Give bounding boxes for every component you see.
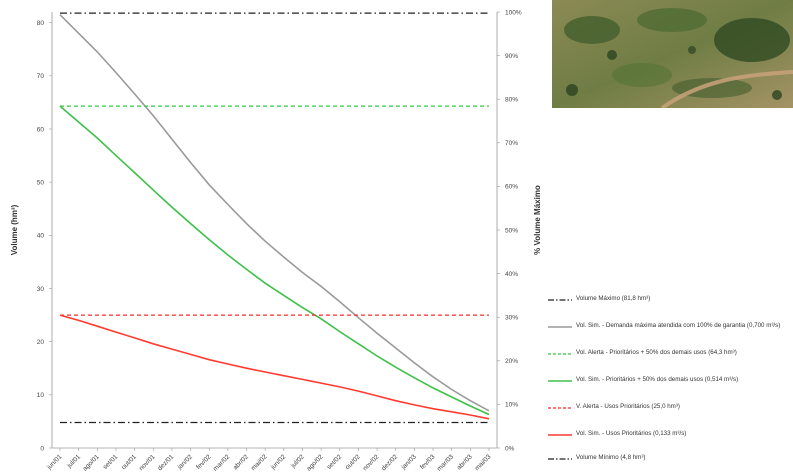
legend-item-v-alerta-usos-prioritarios: V. Alerta - Usos Prioritários (25,0 hm³) — [546, 403, 793, 412]
legend-label: Vol. Sim. - Prioritários + 50% dos demai… — [576, 376, 739, 383]
x-tick-label: nov/02 — [362, 453, 381, 472]
legend-item-vol-sim-demanda-maxima: Vol. Sim. - Demanda máxima atendida com … — [546, 322, 793, 331]
aerial-photo-image — [552, 0, 793, 108]
legend-swatch-dashed-red — [548, 407, 572, 409]
x-tick-label: out/01 — [120, 453, 138, 471]
y2-tick-label: 40% — [505, 271, 518, 278]
y-tick-label: 0 — [40, 445, 44, 452]
x-tick-label: abr/02 — [232, 453, 250, 471]
x-tick-label: jan/03 — [400, 453, 418, 471]
legend-label: Vol. Alerta - Prioritários + 50% dos dem… — [576, 349, 737, 356]
x-tick-label: mar/02 — [212, 453, 232, 473]
legend-item-volume-minimo: Volume Mínimo (4,8 hm³) — [546, 454, 793, 463]
y2-tick-label: 100% — [505, 9, 522, 16]
y2-tick-label: 0% — [505, 445, 515, 452]
x-axis-ticks: jun/01 jul/01 ago/01 set/01 out/01 nov/01 dez/… — [45, 448, 493, 473]
x-tick-label: fev/02 — [195, 453, 213, 471]
legend-item-vol-sim-prioritarios-50: Vol. Sim. - Prioritários + 50% dos demai… — [546, 376, 793, 385]
x-tick-label: jul/02 — [289, 453, 306, 470]
legend-label: Volume Máximo (81,8 hm³) — [576, 295, 651, 302]
right-axis-ticks: 0% 10% 20% 30% 40% 50% 60% 70% 80% 90% 100% — [497, 9, 522, 452]
series-line-6 — [59, 314, 490, 420]
series-line-4 — [59, 105, 490, 416]
legend-label: Vol. Sim. - Usos Prioritários (0,133 m³/… — [576, 430, 687, 437]
x-tick-label: out/02 — [344, 453, 362, 471]
x-tick-label: ago/02 — [306, 453, 325, 472]
x-tick-label: jan/02 — [176, 453, 194, 471]
x-tick-label: mai/02 — [250, 453, 269, 472]
y2-tick-label: 70% — [505, 140, 518, 147]
x-tick-label: mai/03 — [474, 453, 493, 472]
y-tick-label: 80 — [37, 20, 45, 27]
y-tick-label: 60 — [37, 126, 45, 133]
legend-item-vol-sim-usos-prioritarios: Vol. Sim. - Usos Prioritários (0,133 m³/… — [546, 430, 793, 439]
aerial-photo — [552, 0, 793, 108]
left-axis-ticks: 0 10 20 30 40 50 60 70 80 — [37, 20, 52, 452]
series-line-2 — [59, 14, 490, 412]
legend-label: Vol. Sim. - Demanda máxima atendida com … — [576, 322, 781, 329]
x-tick-label: set/01 — [102, 453, 120, 471]
x-tick-label: jun/01 — [45, 453, 63, 471]
legend-swatch-solid-gray — [548, 326, 572, 328]
x-tick-label: jun/02 — [269, 453, 287, 471]
x-tick-label: jul/01 — [65, 453, 82, 470]
x-tick-label: ago/01 — [82, 453, 101, 472]
y2-tick-label: 50% — [505, 227, 518, 234]
y2-tick-label: 60% — [505, 184, 518, 191]
y-tick-label: 30 — [37, 286, 45, 293]
legend-item-volume-maximo: Volume Máximo (81,8 hm³) — [546, 295, 793, 304]
legend-swatch-dashed-green — [548, 353, 572, 355]
x-tick-label: dez/01 — [157, 453, 176, 472]
legend-item-vol-alerta-prioritarios-50: Vol. Alerta - Prioritários + 50% dos dem… — [546, 349, 793, 358]
x-tick-label: nov/01 — [138, 453, 157, 472]
x-tick-label: mar/03 — [436, 453, 456, 473]
y-tick-label: 20 — [37, 339, 45, 346]
y2-axis-title: % Volume Máximo — [533, 185, 542, 255]
y2-tick-label: 80% — [505, 97, 518, 104]
legend-swatch-dashdot-black — [548, 299, 572, 301]
legend-label: Volume Mínimo (4,8 hm³) — [576, 454, 646, 461]
y-tick-label: 70 — [37, 73, 45, 80]
y2-tick-label: 90% — [505, 53, 518, 60]
y-tick-label: 10 — [37, 392, 45, 399]
y2-tick-label: 10% — [505, 402, 518, 409]
x-tick-label: set/02 — [326, 453, 344, 471]
y-tick-label: 50 — [37, 179, 45, 186]
y-tick-label: 40 — [37, 233, 45, 240]
y2-tick-label: 30% — [505, 315, 518, 322]
x-tick-label: abr/03 — [456, 453, 474, 471]
series-layer — [59, 12, 490, 424]
legend-swatch-solid-green — [548, 380, 572, 382]
legend-swatch-dashdot-black — [548, 458, 572, 460]
x-tick-label: fev/03 — [419, 453, 437, 471]
x-tick-label: dez/02 — [380, 453, 399, 472]
y-axis-title: Volume (hm³) — [10, 204, 19, 255]
legend-label: V. Alerta - Usos Prioritários (25,0 hm³) — [576, 403, 680, 410]
y2-tick-label: 20% — [505, 358, 518, 365]
chart-area: 0 10 20 30 40 50 60 70 80 0% 10% 20% 30% 40% 50% 60% 70… — [10, 9, 542, 473]
legend-swatch-solid-red — [548, 434, 572, 436]
